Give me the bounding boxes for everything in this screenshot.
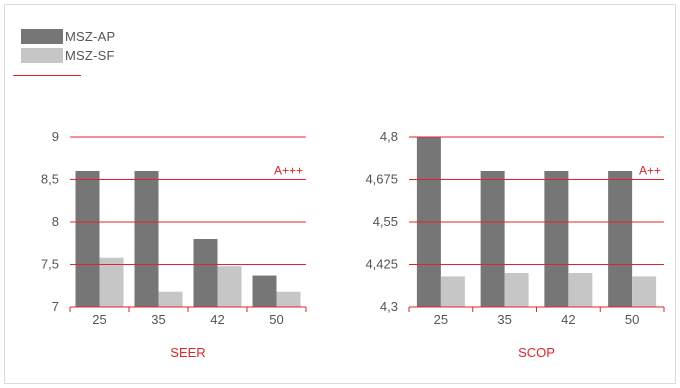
x-tick-label: 35 [151,312,165,327]
y-tick-label: 7 [52,299,59,314]
bar-msz-ap-50 [608,171,633,307]
energy-class-annotation: A++ [639,164,661,178]
x-tick-label: 25 [434,312,448,327]
bar-msz-sf-42 [217,266,242,307]
legend: MSZ-AP MSZ-SF [21,27,115,65]
y-tick-label: 4,425 [365,257,398,272]
legend-swatch-msz-sf [21,48,63,63]
legend-swatch-msz-ap [21,29,63,44]
bar-msz-sf-25 [99,257,124,307]
x-tick-label: 42 [561,312,575,327]
legend-item-msz-sf: MSZ-SF [21,46,115,65]
x-axis-label: SEER [170,345,205,360]
bar-msz-sf-35 [504,273,529,307]
bar-msz-sf-35 [158,291,183,307]
x-tick-label: 50 [269,312,283,327]
y-tick-label: 4,675 [365,172,398,187]
energy-class-annotation: A+++ [274,164,303,178]
y-tick-label: 8 [52,214,59,229]
bar-msz-ap-25 [75,171,100,307]
bar-msz-sf-50 [632,276,657,307]
y-tick-label: 4,55 [373,214,398,229]
legend-label-msz-ap: MSZ-AP [65,29,116,44]
bar-msz-ap-35 [480,171,505,307]
scop-chart: 4,3 4,425 4,55 4,675 4,8 25 35 42 50 SCOP A++ [365,129,665,360]
bar-msz-ap-50 [252,275,277,307]
x-tick-label: 25 [92,312,106,327]
bar-msz-sf-25 [440,276,465,307]
bar-msz-sf-50 [276,291,301,307]
y-tick-label: 4,3 [380,299,398,314]
seer-chart: 7 7,5 8 8,5 9 25 35 42 50 SEER A+++ [41,129,307,360]
x-tick-label: 50 [625,312,639,327]
y-tick-label: 9 [52,129,59,144]
y-tick-label: 8,5 [41,172,59,187]
bar-msz-ap-35 [134,171,159,307]
legend-label-msz-sf: MSZ-SF [65,48,115,63]
x-tick-label: 35 [497,312,511,327]
x-axis-label: SCOP [518,345,555,360]
y-tick-label: 4,8 [380,129,398,144]
legend-divider [13,75,81,76]
x-tick-label: 42 [210,312,224,327]
legend-item-msz-ap: MSZ-AP [21,27,115,46]
bar-msz-ap-42 [193,239,218,307]
y-tick-label: 7,5 [41,257,59,272]
bar-msz-sf-42 [568,273,593,307]
bar-msz-ap-42 [544,171,569,307]
